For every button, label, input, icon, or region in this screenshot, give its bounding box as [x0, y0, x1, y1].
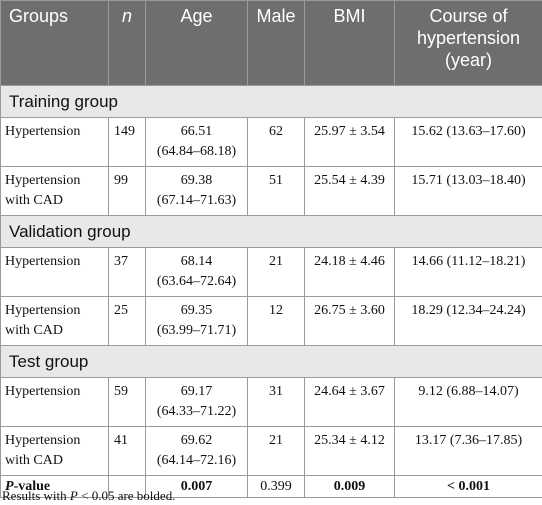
group-cell: Hypertension [0, 117, 109, 167]
training-group-title: Training group [0, 85, 542, 118]
n-cell: 59 [108, 377, 146, 427]
pvalue-male: 0.399 [247, 475, 305, 498]
group-cell: Hypertension [0, 377, 109, 427]
course-cell: 9.12 (6.88–14.07) [394, 377, 542, 427]
male-cell: 51 [247, 166, 305, 216]
bmi-cell: 26.75 ± 3.60 [304, 296, 395, 346]
header-male: Male [247, 0, 305, 86]
age-cell: 68.14 (63.64–72.64) [145, 247, 248, 297]
bmi-cell: 25.34 ± 4.12 [304, 426, 395, 476]
pvalue-age: 0.007 [145, 475, 248, 498]
age-cell: 69.38 (67.14–71.63) [145, 166, 248, 216]
age-cell: 69.35 (63.99–71.71) [145, 296, 248, 346]
header-groups: Groups [0, 0, 109, 86]
male-cell: 62 [247, 117, 305, 167]
table-row: Hypertension with CAD 99 69.38 (67.14–71.6… [0, 166, 542, 216]
validation-group-title: Validation group [0, 215, 542, 248]
table-row: Hypertension 37 68.14 (63.64–72.64) 21 24… [0, 247, 542, 297]
training-group-header: Training group [0, 85, 542, 118]
n-cell: 99 [108, 166, 146, 216]
male-cell: 21 [247, 426, 305, 476]
pvalue-bmi: 0.009 [304, 475, 395, 498]
header-row: Groups n Age Male BMI Course of hyperten… [0, 0, 542, 86]
bmi-cell: 24.18 ± 4.46 [304, 247, 395, 297]
table-row: Hypertension 149 66.51 (64.84–68.18) 62 2… [0, 117, 542, 167]
group-cell: Hypertension with CAD [0, 426, 109, 476]
age-cell: 66.51 (64.84–68.18) [145, 117, 248, 167]
table-row: Hypertension with CAD 41 69.62 (64.14–72.1… [0, 426, 542, 476]
pvalue-label: P-value [0, 475, 109, 498]
n-cell: 41 [108, 426, 146, 476]
age-cell: 69.17 (64.33–71.22) [145, 377, 248, 427]
table-row: Hypertension 59 69.17 (64.33–71.22) 31 24… [0, 377, 542, 427]
header-age: Age [145, 0, 248, 86]
header-n: n [108, 0, 146, 86]
n-cell: 149 [108, 117, 146, 167]
male-cell: 21 [247, 247, 305, 297]
test-group-title: Test group [0, 345, 542, 378]
validation-group-header: Validation group [0, 215, 542, 248]
table-footnote: Results with P < 0.05 are bolded. [2, 488, 176, 503]
bmi-cell: 24.64 ± 3.67 [304, 377, 395, 427]
male-cell: 31 [247, 377, 305, 427]
course-cell: 13.17 (7.36–17.85) [394, 426, 542, 476]
group-cell: Hypertension with CAD [0, 296, 109, 346]
course-cell: 18.29 (12.34–24.24) [394, 296, 542, 346]
n-cell: 25 [108, 296, 146, 346]
bmi-cell: 25.54 ± 4.39 [304, 166, 395, 216]
n-cell: 37 [108, 247, 146, 297]
group-cell: Hypertension [0, 247, 109, 297]
pvalue-row: P-value 0.007 0.399 0.009 < 0.001 [0, 475, 542, 498]
header-bmi: BMI [304, 0, 395, 86]
test-group-header: Test group [0, 345, 542, 378]
pvalue-course: < 0.001 [394, 475, 542, 498]
male-cell: 12 [247, 296, 305, 346]
bmi-cell: 25.97 ± 3.54 [304, 117, 395, 167]
course-cell: 15.62 (13.63–17.60) [394, 117, 542, 167]
group-cell: Hypertension with CAD [0, 166, 109, 216]
age-cell: 69.62 (64.14–72.16) [145, 426, 248, 476]
course-cell: 15.71 (13.03–18.40) [394, 166, 542, 216]
table-row: Hypertension with CAD 25 69.35 (63.99–71.7… [0, 296, 542, 346]
course-cell: 14.66 (11.12–18.21) [394, 247, 542, 297]
header-course: Course of hypertension (year) [394, 0, 542, 86]
